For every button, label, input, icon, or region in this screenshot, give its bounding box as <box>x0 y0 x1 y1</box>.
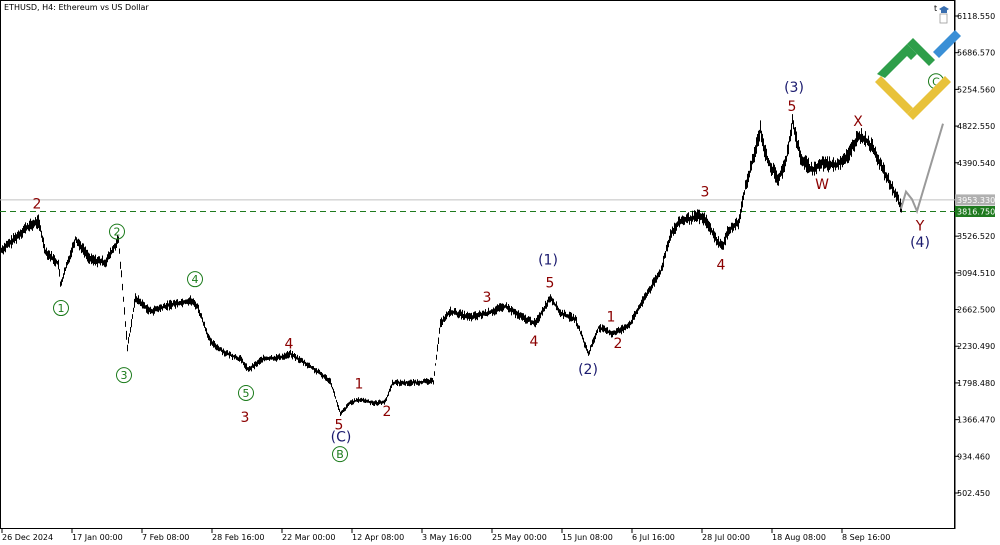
corner-marker: t <box>934 4 937 13</box>
x-tick-label: 26 Dec 2024 <box>2 533 53 542</box>
x-tick-label: 28 Jul 00:00 <box>702 533 750 542</box>
wave-label: 3 <box>701 185 710 201</box>
x-tick-label: 15 Jun 08:00 <box>562 533 613 542</box>
wave-circle-marker <box>332 446 348 463</box>
wave-label: 5 <box>335 417 344 433</box>
y-tick-label: 5254.560 <box>957 85 995 94</box>
x-tick-label: 12 Apr 08:00 <box>352 533 404 542</box>
y-tick-label: 3094.510 <box>957 269 995 278</box>
candles <box>0 114 902 416</box>
wave-label: X <box>853 114 863 130</box>
wave-label: W <box>815 177 829 193</box>
wave-label: Y <box>915 219 925 235</box>
x-tick-label: 6 Jul 16:00 <box>632 533 675 542</box>
y-tick-label: 1366.470 <box>957 416 995 425</box>
wave-label: C <box>932 75 940 88</box>
wave-label: 1 <box>607 310 616 326</box>
scroll-marker-icon[interactable] <box>939 13 948 24</box>
y-tick-label: 4390.540 <box>957 159 995 168</box>
wave-label: 2 <box>614 336 623 352</box>
wave-label: 2 <box>383 404 392 420</box>
symbol-title: ETHUSD, H4: Ethereum vs US Dollar <box>4 3 149 12</box>
x-tick-label: 8 Sep 16:00 <box>842 533 890 542</box>
graduation-cap-icon[interactable] <box>939 6 949 13</box>
support-price-value: 3816.750 <box>957 208 995 217</box>
support-price-tag: 3816.750 <box>955 206 995 218</box>
wave-label: 5 <box>546 276 555 292</box>
y-tick-label: 5686.570 <box>957 49 995 58</box>
y-tick-label: 2662.500 <box>957 306 995 315</box>
y-tick-label: 2230.490 <box>957 342 995 351</box>
wave-label: 4 <box>530 334 539 350</box>
x-tick-label: 7 Feb 08:00 <box>142 533 189 542</box>
x-tick-label: 22 Mar 00:00 <box>282 533 335 542</box>
wave-label: 4 <box>717 258 726 274</box>
wave-label: (C) <box>331 429 352 445</box>
wave-label: (1) <box>538 253 558 269</box>
wave-label: 5 <box>788 99 797 115</box>
x-tick-label: 28 Feb 16:00 <box>212 533 264 542</box>
wave-label: 3 <box>241 410 250 426</box>
wave-circle-marker <box>109 223 125 240</box>
wave-label: 2 <box>114 226 121 239</box>
price-series <box>0 114 902 416</box>
wave-label: 1 <box>355 377 364 393</box>
wave-label: 5 <box>243 387 250 400</box>
current-price-tag: 3953.330 <box>955 194 995 206</box>
wave-circle-marker <box>116 367 132 384</box>
brand-logo <box>875 30 961 120</box>
current-price-value: 3953.330 <box>957 196 995 205</box>
y-tick-label: 1798.480 <box>957 379 995 388</box>
wave-label: 3 <box>483 290 492 306</box>
wave-label: (2) <box>578 362 598 378</box>
wave-label: 4 <box>192 273 199 286</box>
x-tick-label: 3 May 16:00 <box>422 533 472 542</box>
x-tick-label: 25 May 00:00 <box>492 533 547 542</box>
y-tick-label: 3526.520 <box>957 232 995 241</box>
time-axis: 26 Dec 2024 17 Jan 00:00 7 Feb 08:00 28 Feb… <box>1 529 890 542</box>
price-axis: 6118.550 5686.570 5254.560 4822.550 4390.540… <box>955 12 995 498</box>
x-tick-label: 18 Aug 08:00 <box>772 533 826 542</box>
wave-label: 4 <box>285 337 294 353</box>
wave-label: B <box>336 448 344 461</box>
y-tick-label: 4822.550 <box>957 122 995 131</box>
wave-label: (4) <box>910 235 930 251</box>
projection-path <box>900 123 944 215</box>
wave-circle-marker <box>53 300 69 317</box>
plot-frame <box>0 0 955 529</box>
wave-label: 2 <box>33 197 42 213</box>
wave-circle-marker <box>187 271 203 288</box>
y-tick-label: 6118.550 <box>957 12 995 21</box>
wave-label: (3) <box>784 80 804 96</box>
wave-label: 1 <box>58 302 65 315</box>
y-tick-label: 502.450 <box>957 489 990 498</box>
wave-label: 3 <box>121 369 128 382</box>
wave-circle-marker <box>238 384 254 401</box>
y-tick-label: 934.460 <box>957 452 990 461</box>
x-tick-label: 17 Jan 00:00 <box>72 533 123 542</box>
